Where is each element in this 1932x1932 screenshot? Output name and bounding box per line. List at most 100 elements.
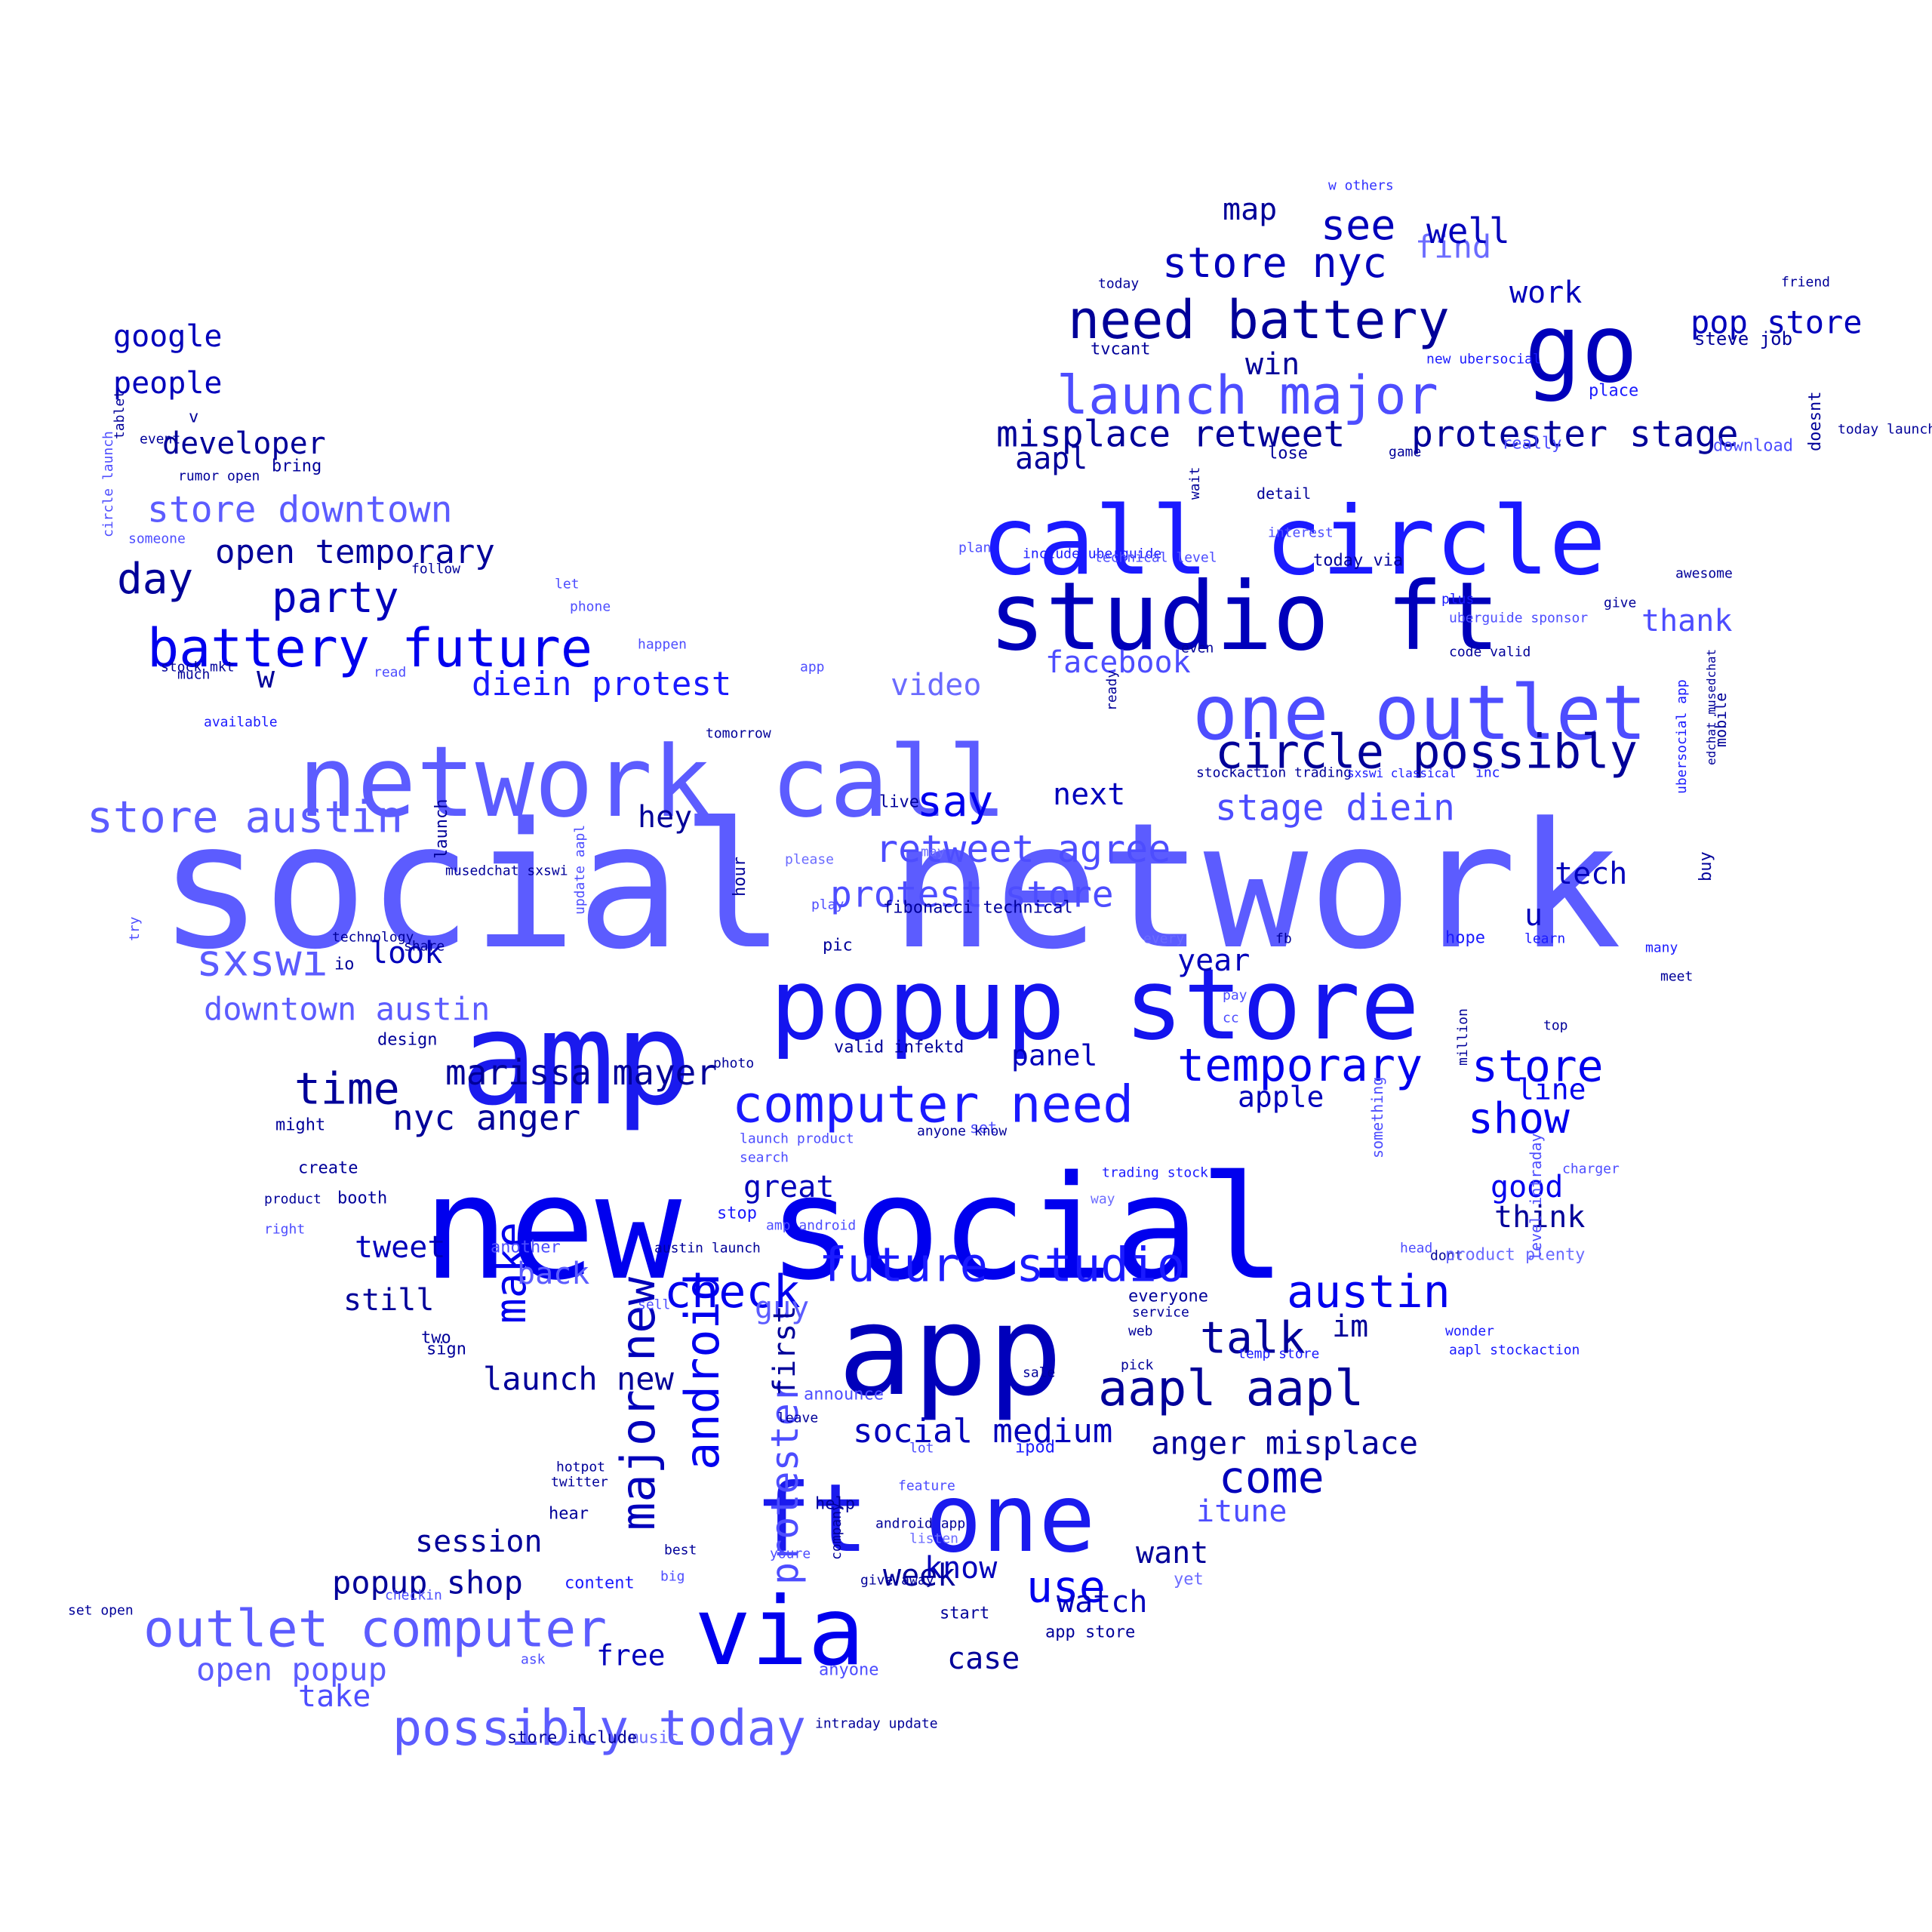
cloud-word: anger misplace xyxy=(1151,1424,1419,1462)
cloud-word: tech xyxy=(1555,857,1628,891)
cloud-word: technical level xyxy=(1094,549,1217,566)
cloud-word: mobile xyxy=(1712,692,1730,747)
cloud-word: protest store xyxy=(830,873,1114,916)
cloud-word: set open xyxy=(68,1602,134,1619)
cloud-word: marissa mayer xyxy=(445,1052,718,1094)
cloud-word: great xyxy=(743,1170,835,1204)
cloud-word: social network xyxy=(158,786,1622,988)
cloud-word: future studio xyxy=(819,1237,1186,1293)
cloud-word: happen xyxy=(638,636,688,653)
cloud-word: app xyxy=(838,1278,1063,1423)
cloud-word: temp store xyxy=(1238,1346,1320,1362)
cloud-word: intraday update xyxy=(815,1715,938,1732)
cloud-word: hear xyxy=(549,1504,589,1524)
cloud-word: ft one xyxy=(755,1464,1096,1574)
cloud-word: uberguide sponsor xyxy=(1449,610,1589,626)
cloud-word: good xyxy=(1491,1170,1564,1204)
cloud-word: know xyxy=(924,1551,998,1586)
cloud-word: call circle xyxy=(981,487,1606,596)
cloud-word: circle launch xyxy=(100,431,116,537)
cloud-word: u xyxy=(1524,898,1543,933)
cloud-word: still xyxy=(343,1283,435,1318)
cloud-word: another xyxy=(491,1238,561,1257)
cloud-word: anyone xyxy=(819,1660,879,1680)
cloud-word: take xyxy=(298,1679,371,1714)
cloud-word: level intraday xyxy=(1527,1133,1545,1260)
cloud-word: v xyxy=(189,408,199,427)
cloud-word: yet xyxy=(1174,1570,1204,1589)
cloud-word: tweet xyxy=(355,1230,446,1265)
cloud-word: every xyxy=(1143,931,1185,947)
cloud-word: game xyxy=(1389,444,1422,460)
cloud-word: hotpot xyxy=(556,1459,606,1475)
cloud-word: map xyxy=(1223,192,1278,227)
cloud-word: want xyxy=(1136,1536,1209,1571)
cloud-word: phone xyxy=(570,598,611,615)
cloud-word: music xyxy=(629,1728,679,1748)
cloud-word: start xyxy=(940,1604,990,1623)
cloud-word: give xyxy=(1604,595,1637,611)
cloud-word: amp android xyxy=(766,1217,857,1234)
cloud-word: battery future xyxy=(147,617,593,679)
cloud-word: popup shop xyxy=(332,1564,523,1601)
cloud-word: diein protest xyxy=(472,664,732,703)
cloud-word: ipod xyxy=(1015,1438,1055,1457)
cloud-word: store xyxy=(1472,1040,1604,1092)
cloud-word: company xyxy=(829,1503,844,1560)
cloud-word: big xyxy=(660,1568,685,1585)
cloud-word: apple xyxy=(1238,1080,1324,1114)
cloud-word: fb xyxy=(1275,931,1292,947)
cloud-word: outlet computer xyxy=(143,1599,608,1660)
cloud-word: launch new xyxy=(483,1360,674,1398)
cloud-word: find xyxy=(1415,228,1492,266)
cloud-word: back xyxy=(517,1257,590,1291)
cloud-word: search xyxy=(740,1149,789,1166)
cloud-word: people xyxy=(113,366,223,401)
cloud-word: circle possibly xyxy=(1215,724,1638,780)
cloud-word: guy xyxy=(755,1291,810,1325)
cloud-word: facebook xyxy=(1045,645,1191,680)
cloud-word: nyc anger xyxy=(392,1097,581,1139)
cloud-word: sxswi classical xyxy=(1347,766,1457,781)
cloud-word: via xyxy=(694,1577,865,1687)
cloud-word: meet xyxy=(1660,968,1694,985)
cloud-word: read xyxy=(374,664,407,681)
cloud-word: best xyxy=(664,1542,697,1558)
cloud-word: sxswi xyxy=(196,934,328,986)
cloud-word: open popup xyxy=(196,1651,387,1688)
cloud-word: rumor open xyxy=(178,468,260,485)
cloud-word: launch xyxy=(432,798,451,859)
cloud-word: day xyxy=(117,555,194,605)
cloud-word: video xyxy=(891,668,982,703)
cloud-word: booth xyxy=(337,1189,388,1208)
cloud-word: someone xyxy=(128,531,186,547)
cloud-word: major new xyxy=(611,1277,666,1531)
cloud-word: something xyxy=(1368,1076,1386,1158)
cloud-word: protester stage xyxy=(1411,413,1739,456)
cloud-word: lose xyxy=(1268,444,1308,463)
cloud-word: computer need xyxy=(732,1075,1134,1135)
cloud-word: two xyxy=(421,1328,451,1348)
cloud-word: amp xyxy=(460,985,693,1134)
cloud-word: even xyxy=(1181,640,1214,657)
cloud-word: please xyxy=(785,851,835,868)
cloud-word: youre xyxy=(770,1546,811,1562)
cloud-word: today launch xyxy=(1838,421,1932,438)
cloud-word: android xyxy=(675,1272,730,1470)
cloud-word: fibonacci technical xyxy=(883,898,1073,918)
cloud-word: interest xyxy=(1268,525,1334,541)
cloud-word: free xyxy=(596,1638,666,1672)
cloud-word: panel xyxy=(1011,1038,1098,1072)
cloud-word: update aapl xyxy=(572,824,588,915)
cloud-word: case xyxy=(947,1641,1020,1676)
cloud-word: pick xyxy=(1121,1357,1154,1374)
cloud-word: launch product xyxy=(740,1131,854,1147)
cloud-word: work xyxy=(1509,275,1583,310)
cloud-word: well xyxy=(1426,211,1510,252)
cloud-word: google xyxy=(113,319,223,354)
cloud-word: stage diein xyxy=(1215,786,1455,829)
cloud-word: sign xyxy=(426,1340,466,1359)
cloud-word: checkin xyxy=(385,1587,442,1604)
cloud-word: dont xyxy=(1430,1247,1463,1264)
